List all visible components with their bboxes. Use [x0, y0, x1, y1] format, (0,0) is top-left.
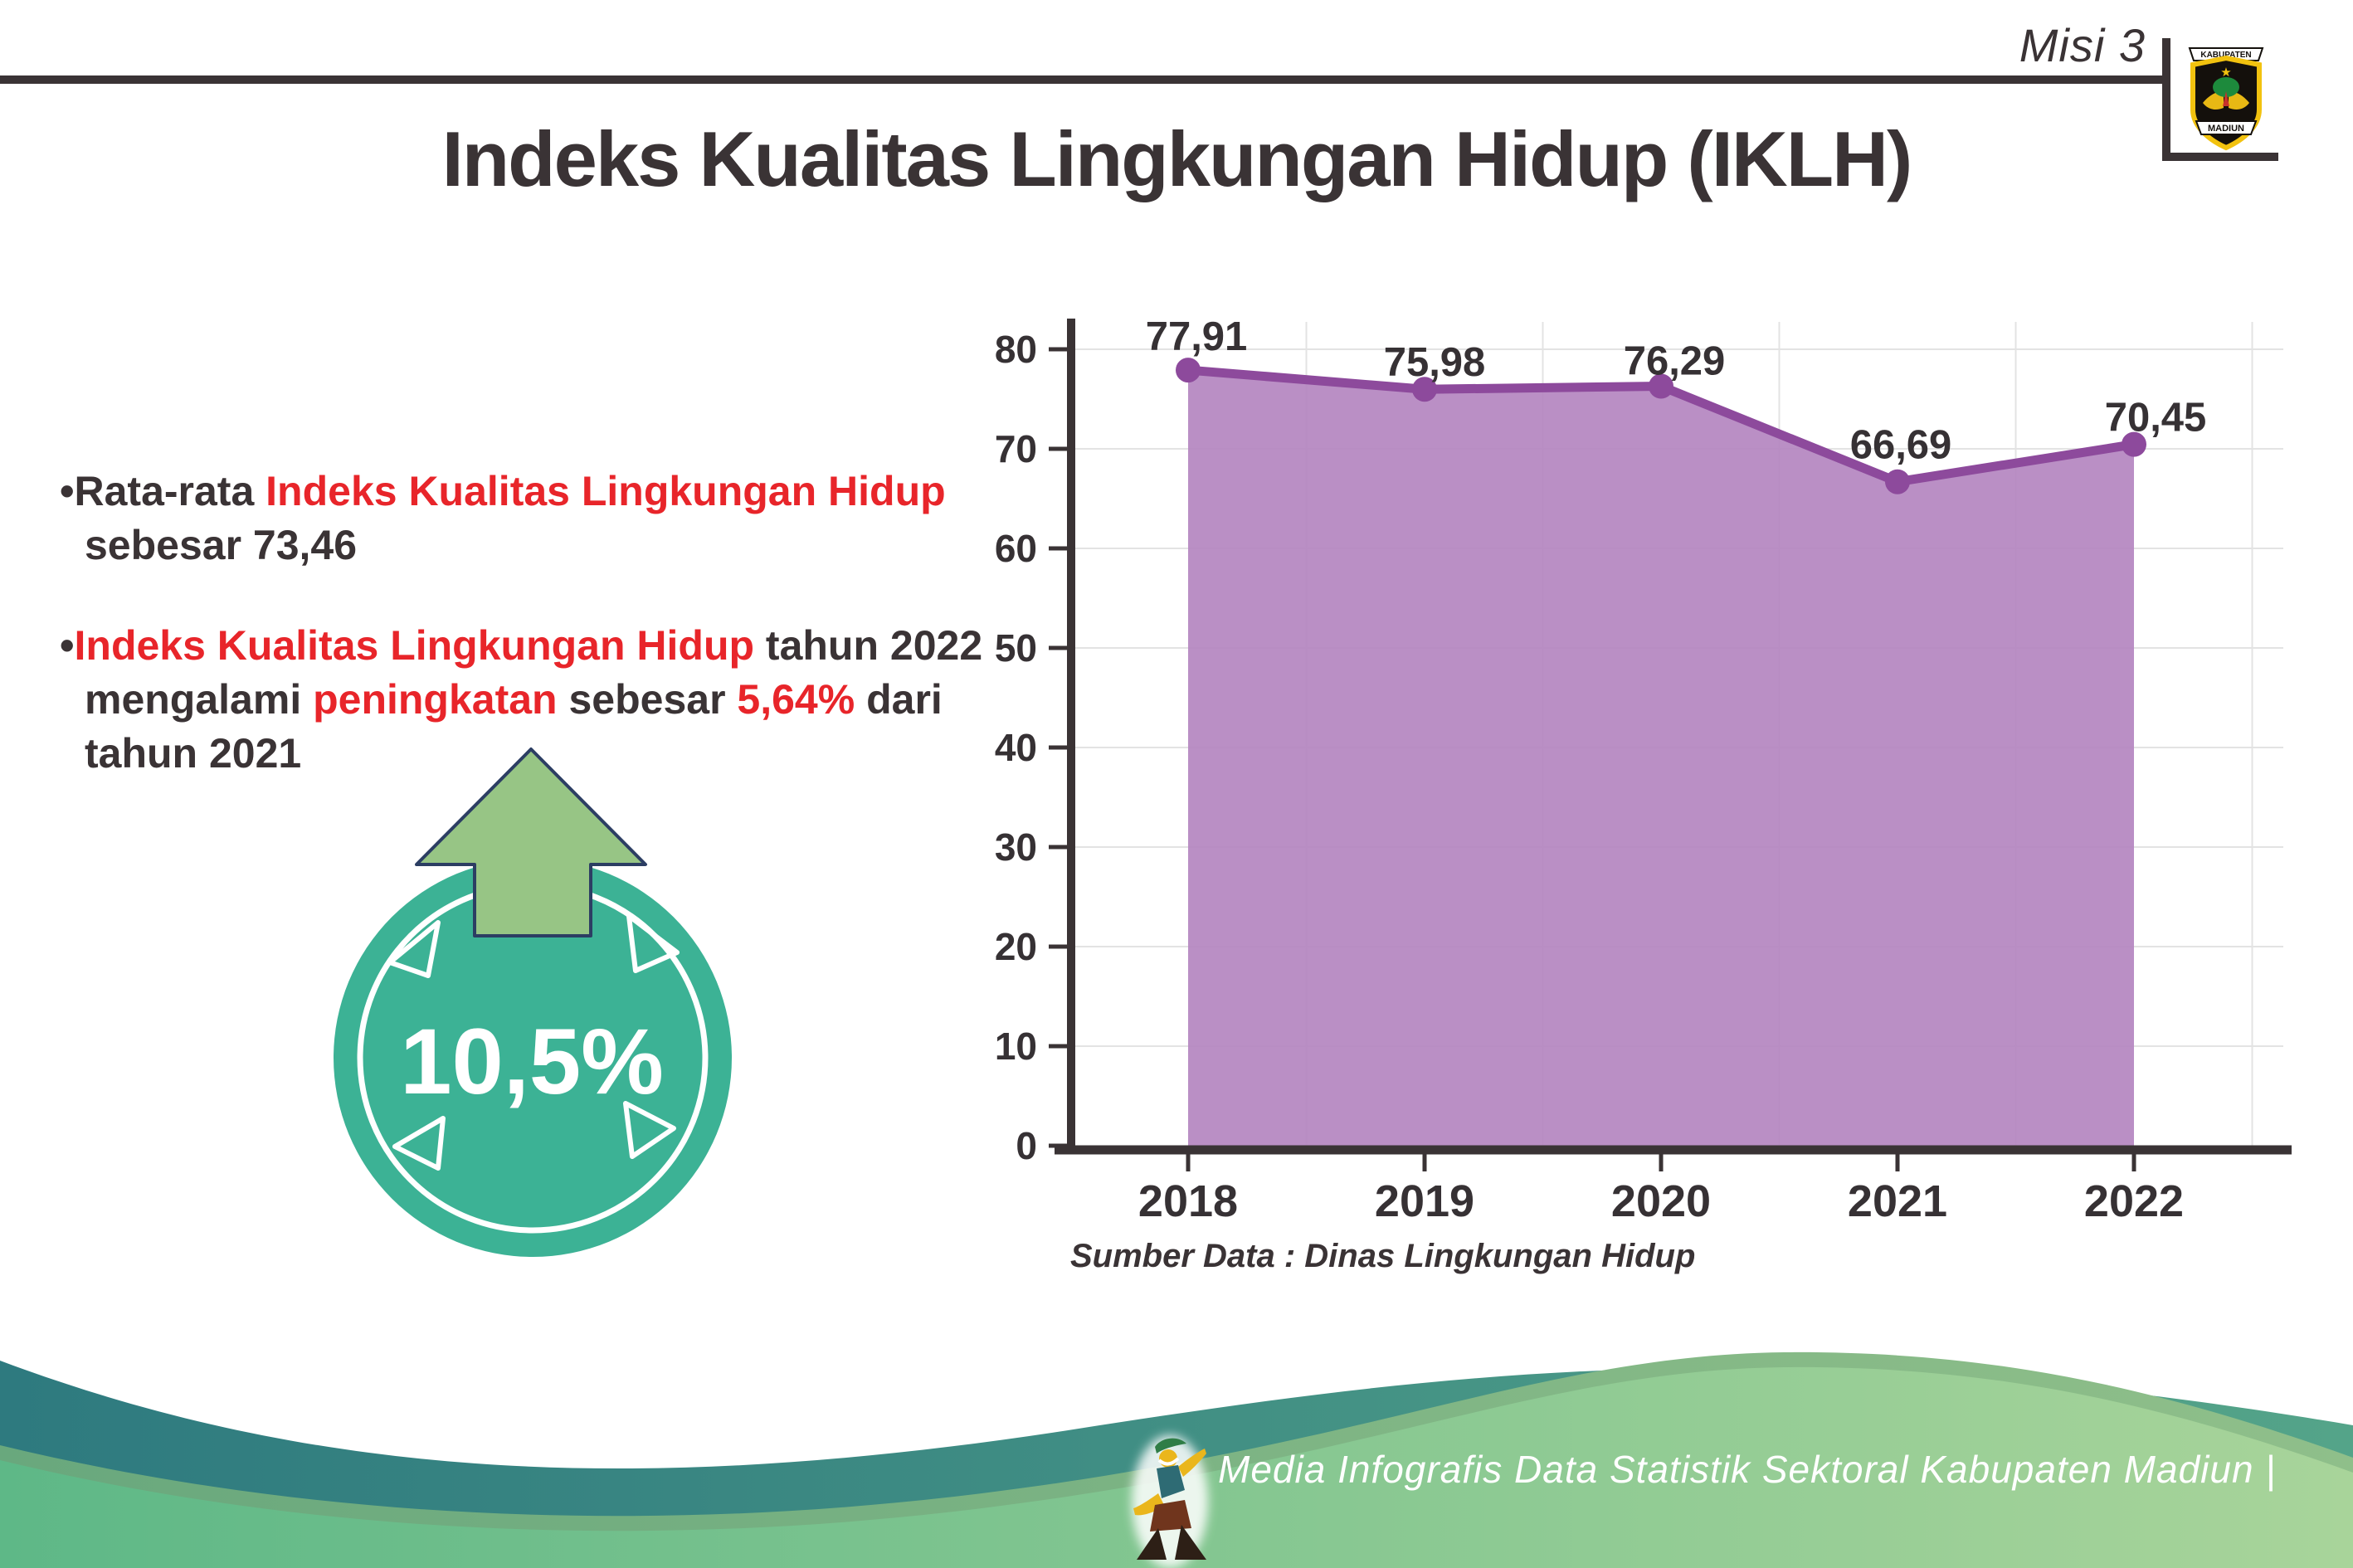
bullet-text-segment: Indeks Kualitas Lingkungan Hidup — [74, 622, 755, 669]
logo-spear — [2223, 91, 2229, 106]
logo-star-icon: ★ — [2220, 66, 2231, 80]
data-point — [2122, 431, 2146, 457]
bullet-item: •Indeks Kualitas Lingkungan Hidup tahun … — [60, 619, 989, 781]
kabupaten-madiun-logo: KABUPATEN ★ MADIUN — [2188, 47, 2264, 151]
data-point — [1649, 373, 1673, 399]
logo-top-text: KABUPATEN — [2200, 51, 2251, 60]
mascot-right-arm — [1178, 1449, 1206, 1477]
logo-left-wing — [2203, 91, 2224, 110]
y-tick-label: 20 — [995, 925, 1037, 968]
badge-spark-upper-right — [626, 913, 680, 973]
badge-spark-lower-left — [392, 1116, 446, 1171]
mascot-skirt — [1150, 1500, 1191, 1531]
area-fill — [1188, 370, 2134, 1147]
y-tick-label: 10 — [995, 1025, 1037, 1068]
x-tick-label: 2022 — [2084, 1176, 2184, 1226]
page-title: Indeks Kualitas Lingkungan Hidup (IKLH) — [441, 115, 1913, 202]
bullet-text-segment: Rata-rata — [74, 468, 266, 514]
data-point — [1176, 358, 1201, 383]
y-tick-label: 30 — [995, 825, 1037, 869]
data-point-label: 77,91 — [1146, 314, 1248, 359]
x-tick-label: 2018 — [1138, 1176, 1238, 1226]
bullet-text-segment: sebesar 73,46 — [85, 522, 358, 568]
logo-right-wing — [2229, 91, 2249, 110]
mascot-cap — [1155, 1438, 1186, 1454]
data-point-label: 70,45 — [2105, 396, 2207, 441]
data-point-label: 75,98 — [1384, 340, 1486, 385]
y-tick-label: 50 — [995, 626, 1037, 670]
badge-spark-upper-left — [387, 920, 441, 978]
bullet-text-segment: Indeks Kualitas Lingkungan Hidup — [266, 468, 946, 514]
mascot-right-leg — [1175, 1525, 1206, 1560]
x-tick-label: 2019 — [1375, 1176, 1474, 1226]
corner-bracket-vertical — [2162, 38, 2170, 161]
header-rule — [0, 75, 2165, 84]
logo-tree — [2213, 77, 2239, 97]
chart-source-note: Sumber Data : Dinas Lingkungan Hidup — [1070, 1238, 1696, 1274]
logo-bottom-text: MADIUN — [2208, 124, 2244, 134]
badge-value: 10,5% — [400, 1010, 664, 1113]
footer-caption: Media Infografis Data Statistik Sektoral… — [1218, 1448, 2277, 1491]
badge-spark-lower-right — [623, 1101, 676, 1159]
data-point-label: 66,69 — [1850, 423, 1952, 468]
bullet-marker: • — [60, 622, 75, 669]
data-point-label: 76,29 — [1624, 339, 1726, 384]
bullet-text-segment: dari tahun 2021 — [85, 676, 943, 777]
y-tick-label: 0 — [1016, 1124, 1037, 1167]
data-point — [1412, 377, 1437, 402]
bullet-text-segment: peningkatan — [313, 676, 558, 723]
green-hill — [0, 1366, 2353, 1568]
bullet-text-segment: 5,64% — [737, 676, 855, 723]
dancer-mascot — [1132, 1435, 1208, 1568]
x-tick-label: 2021 — [1848, 1176, 1947, 1226]
data-point — [1885, 469, 1910, 494]
bullet-text-segment: tahun 2022 mengalami — [85, 622, 983, 723]
mission-label: Misi 3 — [2019, 19, 2146, 71]
bullet-item: •Rata-rata Indeks Kualitas Lingkungan Hi… — [60, 465, 989, 572]
bullet-marker: • — [60, 468, 75, 514]
y-tick-label: 40 — [995, 726, 1037, 769]
corner-bracket-horizontal — [2162, 153, 2278, 161]
y-tick-label: 60 — [995, 527, 1037, 570]
y-tick-label: 70 — [995, 427, 1037, 470]
x-tick-label: 2020 — [1611, 1176, 1711, 1226]
bullet-list: •Rata-rata Indeks Kualitas Lingkungan Hi… — [60, 465, 989, 827]
mascot-sash — [1157, 1465, 1185, 1498]
logo-top-ribbon — [2188, 47, 2264, 61]
bullet-text-segment: sebesar — [557, 676, 738, 723]
logo-bottom-ribbon — [2195, 120, 2258, 135]
up-arrow-icon — [415, 747, 647, 937]
y-tick-label: 80 — [995, 328, 1037, 371]
mascot-left-leg — [1137, 1528, 1167, 1560]
mascot-headband — [1157, 1457, 1180, 1466]
